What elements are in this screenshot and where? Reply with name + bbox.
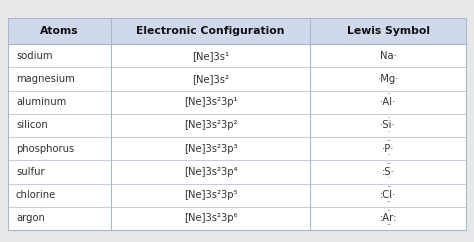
- Text: ·Mg·: ·Mg·: [377, 74, 399, 84]
- Text: [Ne]3s²3p⁵: [Ne]3s²3p⁵: [184, 190, 237, 200]
- Text: ··: ··: [386, 221, 391, 230]
- Text: ·Al·: ·Al·: [380, 97, 396, 107]
- Text: Atoms: Atoms: [40, 26, 79, 36]
- Text: :S·: :S·: [382, 167, 394, 177]
- Text: ·: ·: [387, 174, 389, 184]
- Text: [Ne]3s²3p⁶: [Ne]3s²3p⁶: [184, 213, 237, 223]
- Text: [Ne]3s²3p¹: [Ne]3s²3p¹: [184, 97, 237, 107]
- Text: :Ar:: :Ar:: [380, 213, 397, 223]
- Text: magnesium: magnesium: [16, 74, 75, 84]
- Text: ··: ··: [386, 198, 391, 207]
- Text: ·: ·: [387, 114, 389, 123]
- Text: sulfur: sulfur: [16, 167, 45, 177]
- Text: Lewis Symbol: Lewis Symbol: [346, 26, 429, 36]
- Text: ··: ··: [386, 160, 391, 169]
- Text: [Ne]3s¹: [Ne]3s¹: [192, 51, 229, 61]
- Text: aluminum: aluminum: [16, 97, 66, 107]
- Text: ·Si·: ·Si·: [380, 120, 396, 130]
- Text: [Ne]3s²3p³: [Ne]3s²3p³: [184, 144, 237, 154]
- Text: chlorine: chlorine: [16, 190, 56, 200]
- Text: ··: ··: [386, 207, 391, 216]
- Text: phosphorus: phosphorus: [16, 144, 74, 154]
- Text: [Ne]3s²3p⁴: [Ne]3s²3p⁴: [184, 167, 237, 177]
- Text: ·: ·: [387, 151, 389, 160]
- Bar: [8, 18, 466, 230]
- Bar: [8, 18, 466, 44]
- Text: ·: ·: [387, 91, 389, 99]
- Text: sodium: sodium: [16, 51, 53, 61]
- Bar: [8, 18, 466, 230]
- Text: ··: ··: [386, 137, 391, 146]
- Text: ··: ··: [386, 183, 391, 192]
- Text: [Ne]3s²: [Ne]3s²: [192, 74, 229, 84]
- Text: argon: argon: [16, 213, 45, 223]
- Text: :Cl·: :Cl·: [380, 190, 396, 200]
- Text: ·P·: ·P·: [382, 144, 394, 154]
- Text: silicon: silicon: [16, 120, 48, 130]
- Text: ·: ·: [387, 128, 389, 137]
- Text: [Ne]3s²3p²: [Ne]3s²3p²: [184, 120, 237, 130]
- Text: Na·: Na·: [380, 51, 397, 61]
- Text: Electronic Configuration: Electronic Configuration: [137, 26, 285, 36]
